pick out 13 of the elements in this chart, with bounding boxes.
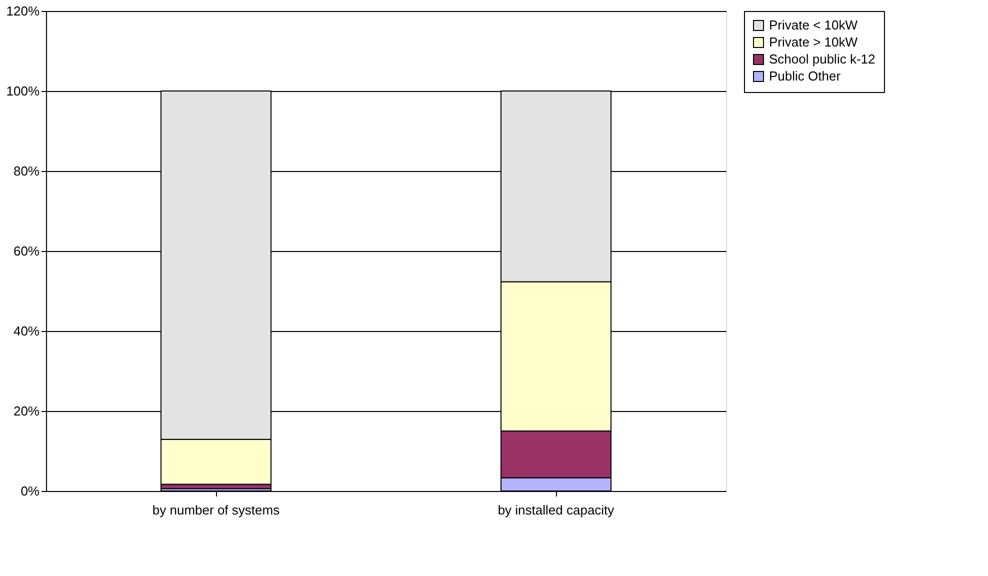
legend-label: Private > 10kW [769,34,858,50]
y-tick-label: 120% [6,4,40,18]
legend-label: Private < 10kW [769,18,858,32]
legend-label: School public k-12 [769,52,876,66]
legend-label: Public Other [769,68,842,84]
x-tick-label: by number of systems [152,502,280,518]
x-tick-label: by installed capacity [498,502,615,518]
y-tick-label: 80% [13,164,40,178]
y-tick-label: 20% [13,404,40,418]
y-tick-label: 100% [6,84,40,98]
y-tick-label: 60% [13,244,40,258]
y-tick-label: 0% [20,484,40,498]
y-tick-label: 40% [13,324,40,338]
